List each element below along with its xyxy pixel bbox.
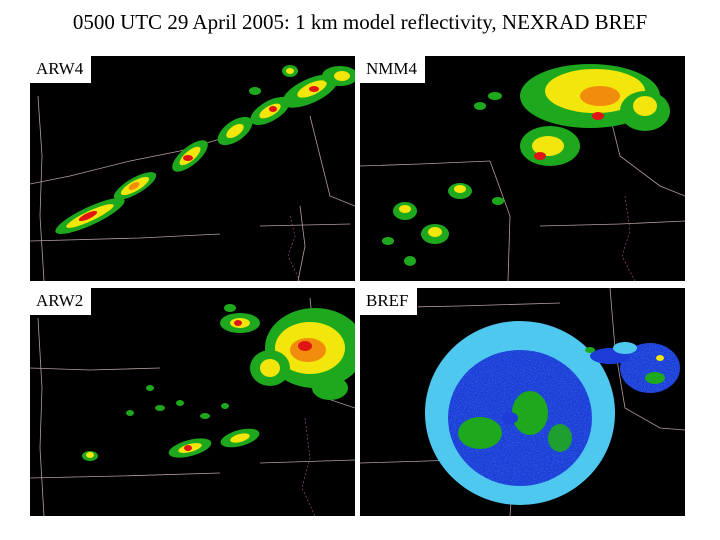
panel-arw2: ARW2 [30,288,355,516]
arw4-reflectivity-map [30,65,355,281]
panel-label-arw4: ARW4 [30,56,93,84]
bref-radar-map [360,288,685,516]
panel-nmm4: NMM4 [360,56,685,281]
panel-arw4: ARW4 [30,56,355,281]
panel-bref: BREF [360,288,685,516]
figure-title: 0500 UTC 29 April 2005: 1 km model refle… [72,10,648,34]
panel-label-arw2: ARW2 [30,288,93,316]
nmm4-reflectivity-map [360,64,685,281]
panel-label-nmm4: NMM4 [360,56,427,84]
panel-label-bref: BREF [360,288,418,316]
arw2-reflectivity-map [30,297,355,516]
